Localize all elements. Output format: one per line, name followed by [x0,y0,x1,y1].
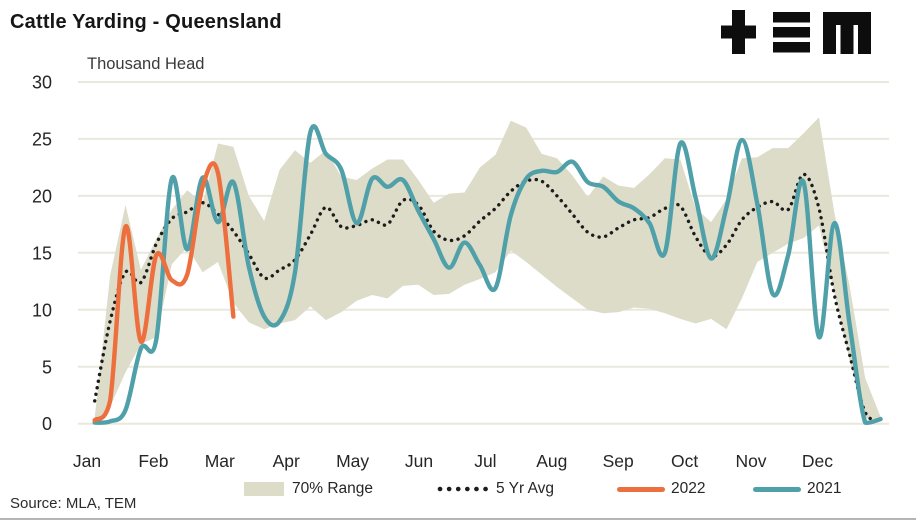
logo-plus-icon [721,10,756,54]
chart-plot-area: 0 5 10 15 20 25 30 Jan Feb Mar Apr May Jun Jul Aug Sep O… [32,73,889,471]
legend-label: 2021 [807,480,842,497]
legend-item-5yr-avg: 5 Yr Avg [436,479,554,499]
legend-item-2022: 2022 [617,479,705,499]
x-tick-label-jun: Jun [405,451,433,471]
y-tick-label-0: 0 [42,414,52,434]
x-tick-label-feb: Feb [138,451,168,471]
y-tick-label-5: 5 [42,357,52,377]
y-tick-label-20: 20 [32,186,52,206]
legend-item-2021: 2021 [753,479,841,499]
y-tick-label-10: 10 [32,300,52,320]
x-tick-label-jan: Jan [73,451,101,471]
series-2022-line [92,161,236,423]
tem-logo-icon [721,10,871,54]
2021-line-swatch-icon [753,486,801,492]
y-axis-unit-label: Thousand Head [87,55,205,73]
y-tick-label-25: 25 [32,129,52,149]
y-tick-label-15: 15 [32,243,52,263]
x-tick-label-may: May [336,451,369,471]
legend-label: 5 Yr Avg [496,480,555,497]
range-band-area [94,117,881,423]
x-tick-label-jul: Jul [474,451,496,471]
range-band-swatch-icon [244,482,284,496]
logo-m-icon [823,12,871,54]
x-tick-label-nov: Nov [735,451,766,471]
footer-divider [0,518,916,520]
x-tick-label-mar: Mar [205,451,235,471]
logo-bars-icon [773,12,810,53]
x-tick-label-oct: Oct [671,451,698,471]
page-title: Cattle Yarding - Queensland [10,11,282,33]
legend-label: 2022 [671,480,706,497]
x-tick-label-aug: Aug [536,451,567,471]
2022-line-swatch-icon [617,486,665,492]
x-tick-label-sep: Sep [603,451,634,471]
y-tick-label-30: 30 [32,73,52,93]
dotted-line-swatch-icon [437,486,488,492]
series-2021-line [92,123,883,425]
legend-label: 70% Range [292,480,374,497]
x-tick-label-dec: Dec [802,451,833,471]
x-tick-label-apr: Apr [273,451,300,471]
legend-item-70-range: 70% Range [244,479,373,499]
source-attribution: Source: MLA, TEM [10,495,137,512]
